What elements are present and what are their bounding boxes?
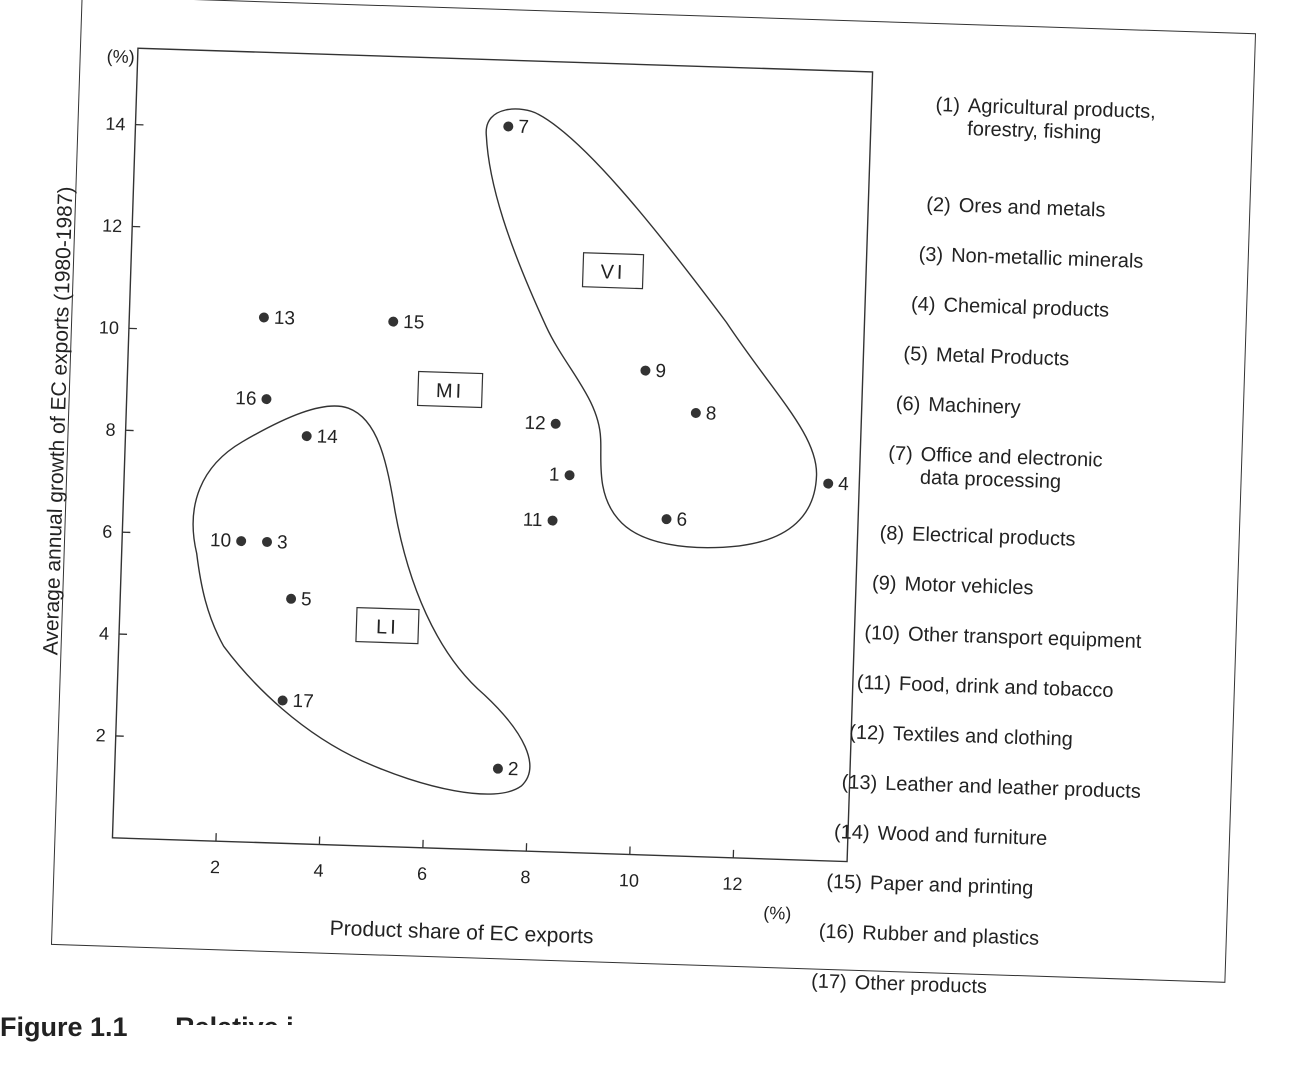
group-label-mi-text: MI [436, 380, 465, 403]
data-point-label-12: 12 [524, 413, 546, 435]
x-tick-label: 4 [313, 860, 324, 880]
y-tick-label: 6 [102, 522, 113, 542]
data-point-label-8: 8 [705, 403, 716, 424]
x-tick-label: 2 [210, 857, 221, 877]
data-point-2 [493, 764, 503, 774]
y-tick-label: 10 [99, 317, 120, 338]
data-point-13 [259, 312, 269, 322]
legend-item-number: (17) [811, 970, 847, 994]
plot-frame [112, 48, 872, 861]
legend-item-1: (1) Agricultural products, forestry, fish… [934, 94, 1156, 147]
legend-item-number: (5) [903, 343, 928, 367]
legend-item-label: Office and electronic data processing [920, 444, 1103, 496]
data-point-12 [551, 419, 561, 429]
data-point-label-6: 6 [676, 509, 687, 530]
legend-item-label: Other products [854, 972, 987, 999]
x-unit-label: (%) [763, 903, 792, 924]
data-point-label-16: 16 [235, 388, 257, 410]
data-point-4 [823, 478, 833, 488]
legend-item-number: (15) [826, 871, 862, 895]
data-point-1 [564, 470, 574, 480]
legend-item-number: (2) [926, 194, 951, 218]
legend-item-number: (3) [918, 244, 943, 268]
group-label-mi: MI [418, 371, 483, 407]
group-outline-li [185, 402, 542, 796]
data-point-17 [277, 695, 287, 705]
legend-item-number: (16) [818, 921, 854, 945]
y-tick-label: 4 [99, 623, 110, 643]
data-point-label-3: 3 [277, 532, 288, 553]
legend-item-number: (7) [888, 443, 913, 467]
data-point-5 [286, 594, 296, 604]
legend-item-label: Ores and metals [958, 195, 1105, 223]
data-point-label-14: 14 [316, 426, 338, 448]
y-tick-label: 2 [95, 725, 106, 745]
data-point-label-17: 17 [292, 691, 314, 713]
figure-title-partial: Relative i [175, 1012, 294, 1043]
legend-item-number: (4) [911, 293, 936, 317]
data-point-7 [503, 121, 513, 131]
legend-item-number: (13) [841, 771, 877, 795]
data-point-15 [388, 316, 398, 326]
x-tick-label: 12 [722, 874, 743, 895]
legend-item-number: (6) [895, 393, 920, 417]
legend-item-number: (14) [834, 821, 870, 845]
legend-item-label: Machinery [928, 394, 1021, 420]
legend-item-number: (10) [864, 622, 900, 646]
data-point-label-15: 15 [403, 312, 425, 334]
figure-number: Figure 1.1 [0, 1012, 128, 1042]
legend-item-7: (7) Office and electronic data processing [887, 443, 1103, 496]
group-outline-vi [473, 108, 828, 551]
group-label-vi-text: VI [600, 261, 626, 284]
x-tick-label: 10 [619, 870, 640, 891]
data-point-label-5: 5 [301, 589, 312, 610]
data-point-label-2: 2 [508, 759, 519, 780]
data-point-10 [236, 536, 246, 546]
legend-item-number: (8) [879, 522, 904, 546]
y-unit-label: (%) [106, 46, 135, 67]
data-point-3 [262, 537, 272, 547]
data-point-label-7: 7 [518, 117, 529, 138]
group-label-li-text: LI [376, 616, 399, 639]
x-axis-title: Product share of EC exports [329, 917, 593, 949]
data-point-label-11: 11 [522, 510, 542, 532]
legend-item-number: (9) [872, 572, 897, 596]
data-point-6 [661, 514, 671, 524]
legend-item-label: Agricultural products, forestry, fishing [967, 95, 1156, 147]
legend-item-label: Metal Products [936, 344, 1070, 371]
y-tick-label: 8 [105, 420, 116, 440]
y-axis-title: Average annual growth of EC exports (198… [39, 186, 77, 655]
data-point-label-13: 13 [274, 308, 296, 330]
legend-item-label: Motor vehicles [904, 573, 1034, 600]
legend-item-number: (11) [856, 672, 891, 696]
data-point-9 [640, 365, 650, 375]
data-point-label-1: 1 [549, 465, 560, 486]
group-label-vi: VI [582, 253, 643, 289]
legend-item-number: (1) [935, 94, 960, 118]
data-point-8 [691, 408, 701, 418]
legend-item-number: (12) [849, 722, 885, 746]
group-label-li: LI [356, 608, 419, 644]
y-tick-label: 14 [105, 114, 126, 135]
figure-caption: Figure 1.1 Relative i [0, 1012, 294, 1043]
data-point-label-9: 9 [655, 361, 666, 382]
y-tick-label: 12 [102, 216, 123, 237]
legend-item-6: (6) Machinery [895, 393, 1020, 420]
data-point-14 [302, 431, 312, 441]
data-point-16 [261, 394, 271, 404]
x-tick-label: 6 [417, 864, 428, 884]
data-point-label-4: 4 [838, 474, 850, 495]
data-point-11 [547, 515, 557, 525]
x-tick-label: 8 [520, 867, 531, 887]
data-point-label-10: 10 [210, 530, 232, 552]
